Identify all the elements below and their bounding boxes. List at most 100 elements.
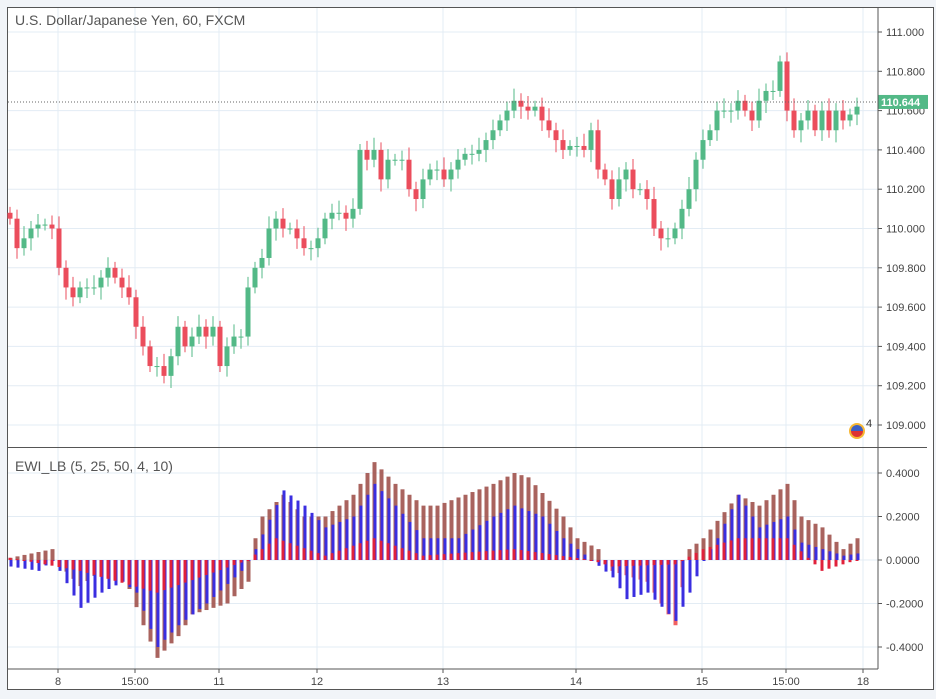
ewi-bar-fast [842, 555, 846, 560]
ewi-bar-fast [149, 560, 153, 629]
ewi-bar-signal [43, 560, 47, 565]
candle-up [462, 153, 468, 160]
ewi-bar-fast [737, 494, 741, 560]
candle-up [189, 336, 195, 347]
ewi-bar-fast [233, 560, 237, 578]
ewi-bar-slow [582, 541, 587, 560]
ewi-bar-signal [134, 560, 138, 587]
candle-up [371, 149, 377, 160]
candle-up [154, 366, 160, 368]
ewi-bar-signal [827, 560, 831, 569]
candle-up [833, 110, 839, 131]
ewi-bar-signal [309, 550, 313, 560]
ewi-bar-signal [575, 558, 579, 560]
ewi-bar-fast [618, 560, 622, 589]
ewi-bar-fast [163, 560, 167, 640]
candle-up [574, 145, 580, 147]
ewi-bar-fast [317, 520, 321, 560]
ewi-bar-slow [827, 534, 832, 560]
ewi-bar-signal [638, 560, 642, 566]
candle-up [637, 189, 643, 191]
ewi-bar-fast [352, 516, 356, 560]
chart-frame [7, 7, 934, 690]
ewi-bar-signal [491, 550, 495, 560]
ewi-bar-fast [849, 554, 853, 560]
ewi-bar-fast [226, 560, 230, 584]
candle-up [224, 346, 230, 367]
ewi-bar-slow [708, 529, 713, 560]
ewi-bar-fast [478, 525, 482, 560]
candle-down [581, 145, 587, 150]
ewi-bar-fast [744, 505, 748, 560]
ewi-bar-signal [764, 538, 768, 560]
time-label: 8 [55, 676, 61, 688]
ewi-bar-signal [799, 551, 803, 560]
price-label: 109.000 [886, 420, 926, 432]
ewi-bar-signal [204, 560, 208, 576]
ewi-bar-slow [841, 549, 846, 560]
candle-up [315, 238, 321, 249]
price-label: 110.000 [886, 224, 925, 236]
ewi-bar-signal [568, 557, 572, 560]
us-flag-marker-icon[interactable] [849, 423, 865, 439]
ewi-bar-signal [407, 550, 411, 560]
candle-down [644, 189, 650, 200]
ewi-bar-signal [197, 560, 201, 578]
ewi-bar-slow [463, 494, 468, 560]
ewi-bar-fast [660, 560, 664, 607]
ewi-bar-signal [400, 548, 404, 560]
ewi-bar-signal [267, 543, 271, 560]
candle-down [826, 110, 832, 131]
ewi-bar-signal [617, 560, 621, 567]
price-label: 109.400 [886, 341, 926, 353]
candle-down [812, 110, 818, 131]
ewi-bar-signal [274, 538, 278, 560]
ewi-bar-signal [820, 560, 824, 571]
ewi-bar-signal [603, 560, 607, 565]
ewi-bar-fast [359, 505, 363, 560]
candle-up [476, 149, 482, 154]
ewi-bar-fast [548, 523, 552, 560]
ewi-bar-fast [37, 560, 41, 571]
candle-down [609, 179, 615, 200]
ewi-bar-fast [541, 516, 545, 560]
ewi-bar-fast [534, 513, 538, 560]
ewi-bar-signal [99, 560, 103, 577]
candle-up [350, 208, 356, 219]
candle-up [98, 277, 104, 288]
ewi-bar-signal [36, 560, 40, 564]
ewi-bar-signal [526, 551, 530, 560]
ewi-bar-slow [456, 497, 461, 560]
indicator-label: -0.2000 [886, 599, 923, 611]
ewi-bar-signal [127, 560, 131, 585]
ewi-bar-fast [730, 509, 734, 560]
ewi-bar-fast [471, 529, 475, 560]
candle-down [63, 267, 69, 288]
ewi-bar-fast [653, 560, 657, 600]
ewi-bar-fast [835, 553, 839, 560]
ewi-bar-fast [520, 508, 524, 560]
ewi-bar-signal [295, 545, 299, 560]
ewi-bar-signal [792, 544, 796, 560]
ewi-bar-signal [547, 554, 551, 560]
ewi-bar-fast [380, 491, 384, 560]
ewi-bar-signal [687, 556, 691, 560]
price-label: 110.800 [886, 66, 925, 78]
ewi-bar-fast [667, 560, 671, 614]
ewi-bar-signal [645, 560, 649, 566]
candle-up [336, 212, 342, 214]
ewi-bar-slow [799, 516, 804, 560]
ewi-bar-slow [50, 549, 55, 560]
candle-up [434, 169, 440, 171]
ewi-bar-signal [365, 540, 369, 560]
ewi-bar-slow [834, 541, 839, 560]
ewi-bar-fast [646, 560, 650, 593]
indicator-label: -0.4000 [886, 642, 923, 654]
ewi-bar-fast [401, 513, 405, 560]
ewi-bar-slow [428, 505, 433, 560]
ewi-bar-signal [351, 545, 355, 560]
ewi-bar-slow [687, 549, 692, 560]
ewi-bar-fast [499, 512, 503, 560]
ewi-bar-signal [736, 538, 740, 560]
